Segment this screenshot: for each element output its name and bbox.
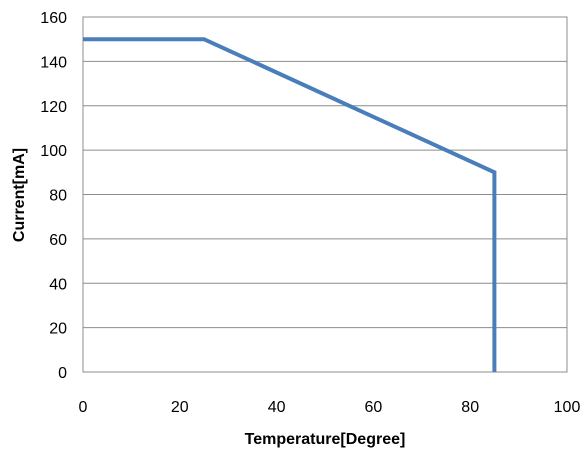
x-axis-title: Temperature[Degree]	[245, 431, 406, 448]
y-tick-label: 0	[58, 365, 67, 382]
x-tick-label: 80	[461, 399, 479, 416]
series-layer	[83, 37, 497, 372]
gridlines	[83, 60, 567, 329]
y-tick-label: 160	[40, 10, 67, 27]
y-tick-label: 40	[49, 276, 67, 293]
x-tick-label: 100	[554, 399, 581, 416]
y-tick-label: 100	[40, 143, 67, 160]
y-tick-label: 20	[49, 321, 67, 338]
y-tick-label: 120	[40, 99, 67, 116]
x-axis-tick-labels: 0 20 40 60 80 100	[79, 399, 581, 416]
x-tick-label: 40	[268, 399, 286, 416]
y-tick-label: 80	[49, 188, 67, 205]
y-axis-title: Current[mA]	[11, 148, 28, 242]
y-tick-label: 140	[40, 54, 67, 71]
plot-area-border	[82, 16, 568, 373]
y-tick-label: 60	[49, 232, 67, 249]
x-tick-label: 20	[171, 399, 189, 416]
x-tick-label: 60	[365, 399, 383, 416]
x-tick-label: 0	[79, 399, 88, 416]
series-line	[83, 37, 497, 372]
y-axis-tick-labels: 0 20 40 60 80 100 120 140 160	[40, 10, 67, 382]
